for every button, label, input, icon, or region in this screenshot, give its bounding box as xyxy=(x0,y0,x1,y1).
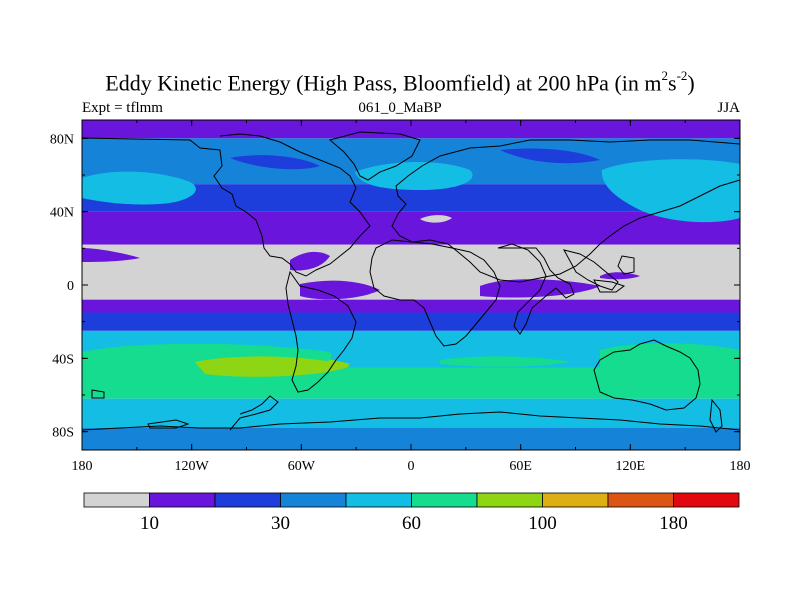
coast-indonesia-1 xyxy=(593,279,626,293)
x-tick-label-5: 120E xyxy=(616,459,646,474)
coast-india-se-asia xyxy=(563,249,619,291)
x-tick-label-4: 60E xyxy=(509,459,532,474)
band-3 xyxy=(82,211,740,245)
colorbar-label-4: 180 xyxy=(659,513,688,534)
colorbar xyxy=(83,492,740,508)
colorbar-label-0: 10 xyxy=(140,513,159,534)
y-tick-label-1: 40N xyxy=(50,206,74,221)
colorbar-cell-6 xyxy=(476,492,543,508)
band-9 xyxy=(82,398,740,428)
coast-arabia xyxy=(497,243,575,335)
contour-green-south-pacific-core xyxy=(195,356,350,377)
colorbar-cell-8 xyxy=(607,492,674,508)
coast-eurasia xyxy=(391,139,740,283)
coast-indonesia-2 xyxy=(617,255,635,275)
y-tick-label-3: 40S xyxy=(52,352,74,367)
coast-antarctic-peninsula xyxy=(229,395,279,431)
band-4 xyxy=(82,244,740,300)
contour-teal-south-atlantic-east xyxy=(440,356,570,367)
colorbar-cell-2 xyxy=(214,492,281,508)
band-0 xyxy=(82,120,740,139)
coast-australia xyxy=(593,339,701,411)
y-tick-label-2: 0 xyxy=(67,279,74,294)
contour-teal-indian-ocean xyxy=(600,343,740,376)
x-tick-label-6: 180 xyxy=(730,459,751,474)
coast-greenland xyxy=(328,131,421,181)
chart-title: Eddy Kinetic Energy (High Pass, Bloomfie… xyxy=(105,68,695,96)
x-tick-label-1: 120W xyxy=(175,459,210,474)
x-tick-label-3: 0 xyxy=(408,459,415,474)
contour-cyan-north-asia xyxy=(601,159,740,223)
colorbar-labels: 10 30 60 100 180 xyxy=(140,513,688,534)
band-10 xyxy=(82,428,740,450)
coast-south-america xyxy=(285,270,357,393)
season-label: JJA xyxy=(717,100,740,116)
band-6 xyxy=(82,312,740,331)
run-label: 061_0_MaBP xyxy=(358,100,442,116)
contour-anomalies xyxy=(82,148,740,381)
experiment-label: Expt = tflmm xyxy=(82,100,163,116)
colorbar-cell-0 xyxy=(83,492,150,508)
x-tick-label-0: 180 xyxy=(72,459,93,474)
colorbar-cell-5 xyxy=(411,492,478,508)
coast-antarctica xyxy=(82,411,740,431)
coast-new-zealand xyxy=(709,398,723,433)
axis-ticks xyxy=(81,120,741,450)
band-5 xyxy=(82,299,740,313)
contour-purple-intrusion-2 xyxy=(290,251,330,271)
contour-fill xyxy=(82,120,740,450)
continent-outlines xyxy=(82,131,740,433)
colorbar-label-1: 30 xyxy=(271,513,290,534)
colorbar-label-3: 100 xyxy=(528,513,557,534)
colorbar-cell-3 xyxy=(280,492,347,508)
contour-blue-pocket-1 xyxy=(230,155,320,170)
coast-north-america xyxy=(82,133,371,277)
coast-island-south-pacific-1 xyxy=(147,419,190,429)
colorbar-cell-7 xyxy=(542,492,609,508)
contour-gray-patch-mediterranean xyxy=(420,215,452,223)
contour-purple-intrusion-1 xyxy=(82,248,140,262)
colorbar-cell-9 xyxy=(673,492,740,508)
x-tick-label-2: 60W xyxy=(288,459,316,474)
coast-africa xyxy=(369,239,501,347)
y-tick-label-0: 80N xyxy=(50,132,74,147)
contour-purple-west-pacific xyxy=(600,272,640,280)
colorbar-cell-1 xyxy=(149,492,216,508)
y-tick-label-4: 80S xyxy=(52,426,74,441)
coast-island-south-pacific-2 xyxy=(91,389,105,399)
contour-purple-tropical-atlantic xyxy=(300,280,380,300)
contour-blue-pocket-2 xyxy=(500,148,600,164)
contour-cyan-north-atlantic xyxy=(355,161,473,190)
colorbar-label-2: 60 xyxy=(402,513,421,534)
contour-cyan-north-pacific xyxy=(82,171,196,205)
axis-tick-labels: 180 120W 60W 0 60E 120E 180 80N 40N 0 40S 80S xyxy=(50,132,751,474)
colorbar-cell-4 xyxy=(345,492,412,508)
